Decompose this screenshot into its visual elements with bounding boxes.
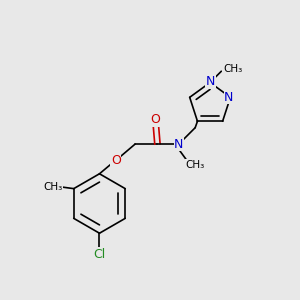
Text: CH₃: CH₃: [43, 182, 63, 192]
Text: N: N: [224, 91, 234, 104]
Text: O: O: [111, 154, 121, 167]
Text: O: O: [150, 113, 160, 126]
Text: CH₃: CH₃: [185, 160, 205, 170]
Text: CH₃: CH₃: [223, 64, 242, 74]
Text: Cl: Cl: [93, 248, 106, 261]
Text: N: N: [174, 138, 184, 151]
Text: N: N: [206, 75, 215, 88]
